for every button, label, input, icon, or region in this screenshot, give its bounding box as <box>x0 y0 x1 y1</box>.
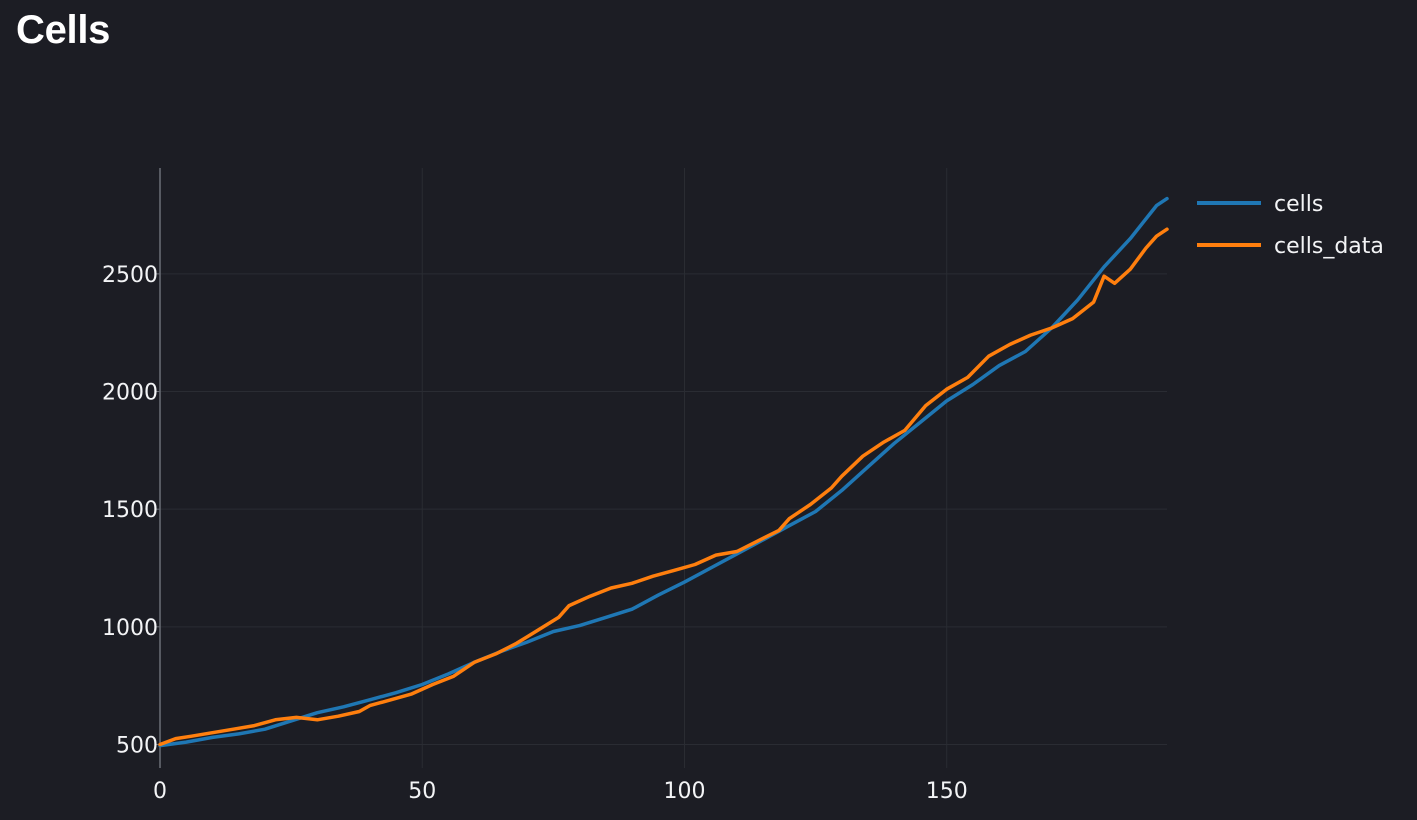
y-tick-label: 2500 <box>102 263 158 288</box>
y-tick-label: 1500 <box>102 498 158 523</box>
grid <box>160 168 1167 768</box>
y-tick-label: 500 <box>116 733 158 758</box>
x-tick-label: 150 <box>926 779 968 804</box>
series-line-cells <box>158 196 1169 748</box>
legend: cells cells_data <box>1197 192 1384 259</box>
legend-label-cells-data[interactable]: cells_data <box>1274 234 1384 259</box>
series-lines <box>158 196 1169 748</box>
page-title: Cells <box>16 8 111 52</box>
x-tick-label: 50 <box>408 779 436 804</box>
series-line-cells-data <box>158 227 1169 747</box>
y-tick-label: 1000 <box>102 616 158 641</box>
axes: 500 1000 1500 2000 2500 0 50 100 150 <box>102 168 968 804</box>
legend-label-cells[interactable]: cells <box>1274 192 1323 217</box>
y-tick-label: 2000 <box>102 381 158 406</box>
x-tick-label: 100 <box>663 779 705 804</box>
x-tick-label: 0 <box>153 779 167 804</box>
